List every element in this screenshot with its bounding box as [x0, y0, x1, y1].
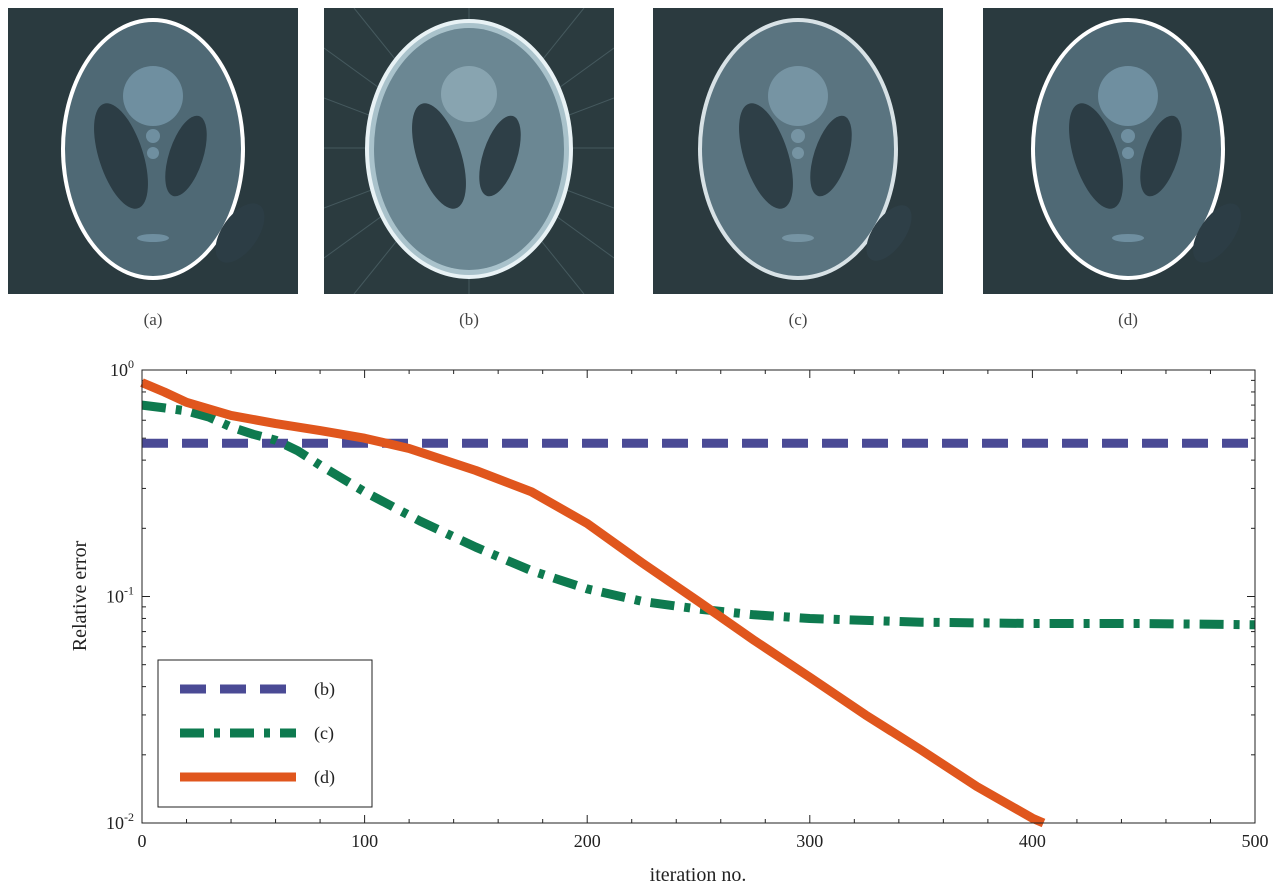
- series-line-d: [140, 378, 1046, 828]
- phantom-image-a: [8, 8, 298, 294]
- legend-label-c: (c): [314, 723, 334, 744]
- x-tick-label: 500: [1242, 831, 1269, 851]
- plot-frame: [141, 369, 1256, 824]
- phantom-image-d: [983, 8, 1273, 294]
- x-tick-label: 200: [574, 831, 601, 851]
- x-axis-label: iteration no.: [650, 864, 747, 886]
- caption-b: (b): [459, 310, 479, 329]
- caption-d: (d): [1118, 310, 1138, 329]
- ticks-layer: 0 100 200 300 400 500 100 10-1 10-2: [106, 357, 1269, 851]
- phantom-panel-c: [653, 8, 943, 294]
- y-tick-label: 10-1: [106, 584, 134, 607]
- relative-error-chart: 0 100 200 300 400 500 100 10-1 10-2 Relative err…: [69, 357, 1269, 886]
- phantom-panel-a: [8, 8, 298, 294]
- caption-c: (c): [788, 310, 808, 329]
- phantom-image-c: [653, 8, 943, 294]
- x-tick-label: 0: [138, 831, 147, 851]
- series-line-c: [141, 400, 1256, 630]
- x-tick-label: 400: [1019, 831, 1046, 851]
- caption-a: (a): [143, 310, 163, 329]
- legend-label-b: (b): [314, 679, 335, 700]
- phantom-panel-b: [324, 8, 614, 294]
- phantom-image-b: [324, 8, 614, 294]
- legend-label-d: (d): [314, 767, 335, 788]
- series-layer: [140, 378, 1256, 828]
- x-tick-label: 100: [351, 831, 378, 851]
- y-tick-label: 100: [110, 357, 134, 380]
- y-axis-label: Relative error: [69, 540, 91, 651]
- phantom-panel-d: [983, 8, 1273, 294]
- x-tick-label: 300: [796, 831, 823, 851]
- legend: (b) (c) (d): [157, 659, 373, 808]
- y-tick-label: 10-2: [106, 810, 134, 833]
